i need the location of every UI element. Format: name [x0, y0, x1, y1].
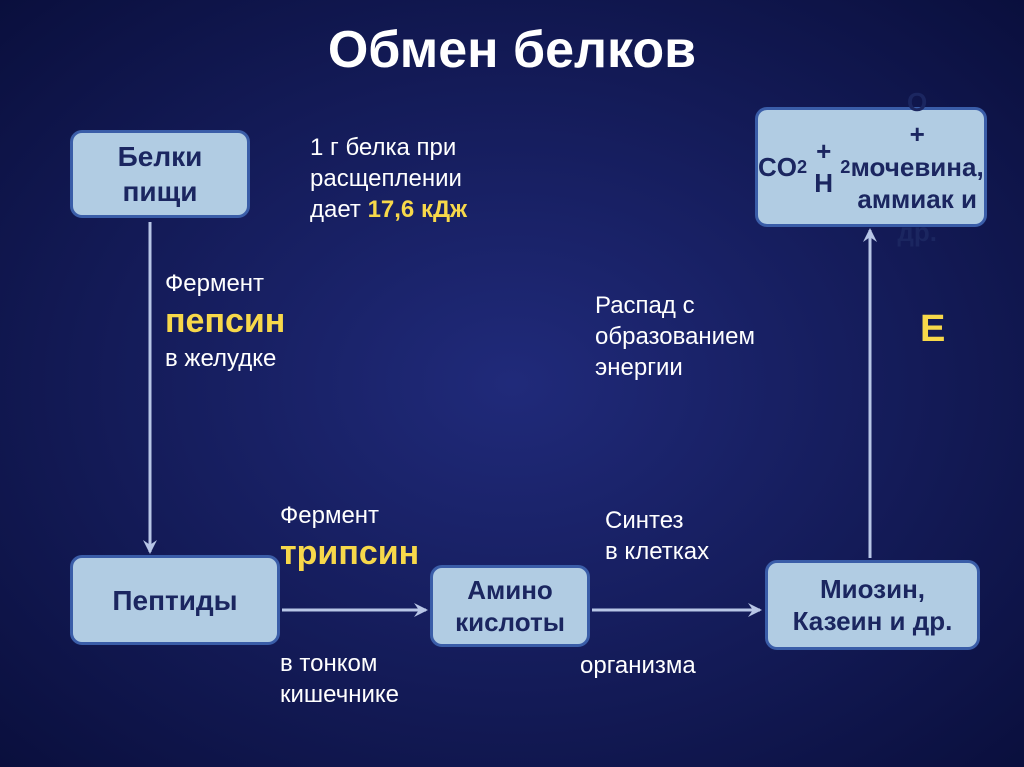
node-myosin: Миозин,Казеин и др.: [765, 560, 980, 650]
diagram-stage: Обмен белков Белкипищи Пептиды Аминокислот…: [0, 0, 1024, 767]
label-e_letter: Е: [920, 305, 980, 354]
label-decay: Распад собразованиемэнергии: [595, 290, 815, 384]
node-products: CO2+ H2O+ мочевина,аммиак и др.: [755, 107, 987, 227]
node-amino: Аминокислоты: [430, 565, 590, 647]
label-synthesis_top: Синтезв клетках: [605, 505, 825, 567]
label-trypsin_bottom: в тонкомкишечнике: [280, 648, 500, 710]
page-title: Обмен белков: [0, 20, 1024, 80]
label-pepsin: Ферментпепсинв желудке: [165, 268, 395, 375]
label-synthesis_bottom: организма: [580, 650, 800, 681]
label-energy_note: 1 г белка прирасщеплениидает 17,6 кДж: [310, 132, 610, 226]
label-trypsin_top: Ферменттрипсин: [280, 500, 480, 575]
node-peptides: Пептиды: [70, 555, 280, 645]
node-proteins: Белкипищи: [70, 130, 250, 218]
